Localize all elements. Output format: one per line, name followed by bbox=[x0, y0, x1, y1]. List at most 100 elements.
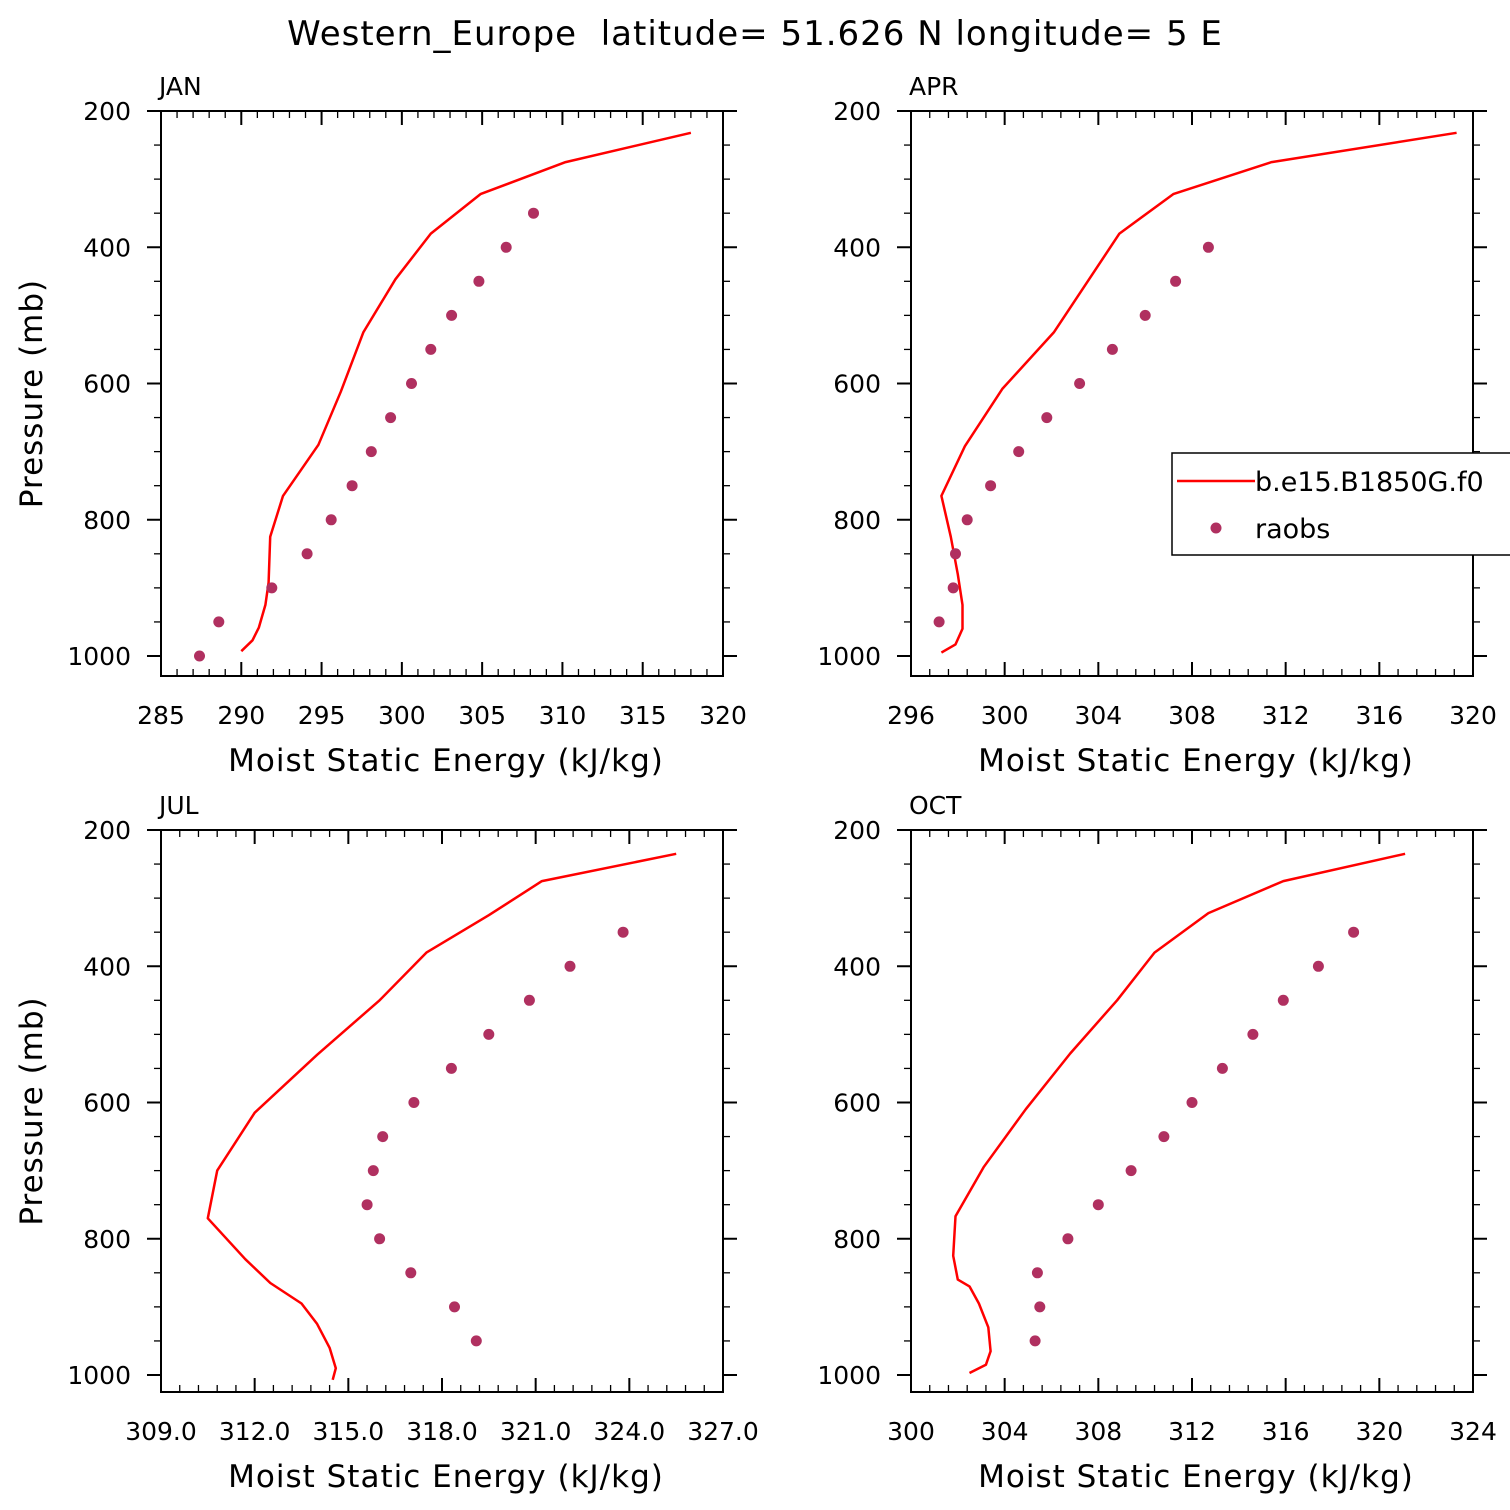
panel-apr: APR 296 300 304 308 312 316 320 200 400 600 800 1000… bbox=[817, 72, 1496, 779]
y-tick-label: 800 bbox=[833, 1225, 881, 1254]
raobs-point bbox=[1106, 343, 1118, 355]
x-tick-label: 300 bbox=[887, 1417, 935, 1446]
raobs-point bbox=[374, 1233, 386, 1245]
model-profile-line bbox=[206, 852, 677, 1381]
y-tick-label: 200 bbox=[83, 97, 131, 126]
legend-obs-label: raobs bbox=[1255, 514, 1330, 545]
x-tick-label: 324.0 bbox=[594, 1417, 666, 1446]
y-tick-label: 200 bbox=[833, 97, 881, 126]
legend-box bbox=[1171, 452, 1510, 556]
raobs-point bbox=[301, 548, 313, 560]
plot-frame bbox=[910, 829, 1474, 1393]
raobs-point bbox=[1202, 241, 1214, 253]
raobs-point bbox=[1277, 994, 1289, 1006]
x-tick-label: 309.0 bbox=[125, 1417, 197, 1446]
raobs-point bbox=[473, 275, 485, 287]
model-profile-line bbox=[240, 131, 692, 653]
model-profile-line bbox=[951, 852, 1406, 1375]
raobs-point bbox=[1034, 1301, 1046, 1313]
y-tick-label: 400 bbox=[833, 233, 881, 262]
legend-marker-swatch bbox=[1210, 522, 1222, 534]
raobs-point bbox=[1186, 1097, 1198, 1108]
x-tick-label: 304 bbox=[1074, 701, 1122, 730]
x-tick-label: 300 bbox=[378, 701, 426, 730]
raobs-point bbox=[194, 650, 205, 662]
raobs-point bbox=[961, 514, 973, 526]
raobs-point bbox=[985, 480, 997, 492]
y-tick-label: 600 bbox=[83, 370, 131, 399]
raobs-point bbox=[406, 378, 417, 389]
raobs-point bbox=[445, 1062, 457, 1074]
raobs-point bbox=[266, 582, 278, 594]
raobs-point bbox=[564, 960, 576, 972]
raobs-point bbox=[385, 412, 397, 424]
model-profile-line bbox=[940, 131, 1457, 654]
figure-title: Western_Europe latitude= 51.626 N longit… bbox=[287, 14, 1223, 54]
y-tick-label: 200 bbox=[833, 816, 881, 845]
raobs-point bbox=[1139, 309, 1151, 321]
y-tick-label: 600 bbox=[83, 1089, 131, 1118]
panel-label: JUL bbox=[157, 791, 199, 820]
legend: b.e15.B1850G.f0 raobs bbox=[1171, 452, 1510, 556]
y-axis-label: Pressure (mb) bbox=[14, 279, 50, 508]
x-tick-label: 316 bbox=[1355, 701, 1403, 730]
y-tick-label: 800 bbox=[83, 1225, 131, 1254]
x-tick-label: 315.0 bbox=[313, 1417, 385, 1446]
raobs-point bbox=[361, 1199, 373, 1211]
raobs-point bbox=[947, 582, 959, 594]
x-tick-label: 320 bbox=[699, 701, 747, 730]
y-tick-label: 400 bbox=[83, 233, 131, 262]
raobs-point bbox=[528, 207, 539, 219]
raobs-point bbox=[933, 616, 945, 628]
x-tick-label: 300 bbox=[981, 701, 1029, 730]
raobs-point bbox=[1029, 1335, 1041, 1347]
raobs-point bbox=[325, 514, 337, 526]
raobs-point bbox=[446, 309, 458, 321]
raobs-point bbox=[1074, 378, 1086, 389]
raobs-point bbox=[367, 1165, 379, 1177]
raobs-point bbox=[346, 480, 358, 492]
x-tick-label: 308 bbox=[1168, 701, 1216, 730]
x-tick-label: 315 bbox=[619, 701, 667, 730]
raobs-point bbox=[213, 616, 225, 628]
raobs-point bbox=[425, 343, 437, 355]
x-tick-label: 295 bbox=[298, 701, 346, 730]
raobs-point bbox=[1170, 275, 1182, 287]
y-tick-label: 600 bbox=[833, 370, 881, 399]
raobs-point bbox=[483, 1028, 495, 1040]
y-tick-label: 800 bbox=[83, 506, 131, 535]
x-tick-label: 312.0 bbox=[219, 1417, 291, 1446]
raobs-point bbox=[1216, 1062, 1228, 1074]
raobs-point bbox=[377, 1131, 389, 1143]
x-tick-label: 320 bbox=[1355, 1417, 1403, 1446]
panels: JAN 285 290 295 300 305 310 315 320 200 400 600 800 1… bbox=[14, 72, 1497, 1495]
raobs-point bbox=[523, 994, 535, 1006]
x-tick-label: 308 bbox=[1074, 1417, 1122, 1446]
raobs-point bbox=[405, 1267, 417, 1279]
x-tick-label: 312 bbox=[1168, 1417, 1216, 1446]
x-tick-label: 318.0 bbox=[406, 1417, 478, 1446]
panel-label: OCT bbox=[909, 791, 962, 820]
x-tick-label: 321.0 bbox=[500, 1417, 572, 1446]
raobs-point bbox=[365, 446, 377, 458]
x-axis-label: Moist Static Energy (kJ/kg) bbox=[228, 1459, 664, 1495]
raobs-point bbox=[470, 1335, 482, 1347]
x-axis-label: Moist Static Energy (kJ/kg) bbox=[228, 743, 664, 779]
legend-model-label: b.e15.B1850G.f0 bbox=[1255, 467, 1484, 498]
raobs-point bbox=[500, 241, 512, 253]
raobs-point bbox=[950, 548, 961, 560]
y-tick-label: 1000 bbox=[817, 1361, 881, 1390]
y-tick-label: 600 bbox=[833, 1089, 881, 1118]
y-tick-label: 1000 bbox=[817, 642, 881, 671]
raobs-point bbox=[1013, 446, 1025, 458]
x-tick-label: 316 bbox=[1262, 1417, 1310, 1446]
panel-jan: JAN 285 290 295 300 305 310 315 320 200 400 600 800 1… bbox=[14, 72, 747, 779]
plot-frame bbox=[160, 110, 724, 677]
x-tick-label: 296 bbox=[887, 701, 935, 730]
raobs-point bbox=[1062, 1233, 1074, 1245]
x-tick-label: 324 bbox=[1449, 1417, 1497, 1446]
raobs-point bbox=[1031, 1267, 1043, 1279]
panel-oct: OCT 300 304 308 312 316 320 324 200 400 600 800 1000… bbox=[817, 791, 1496, 1495]
y-tick-label: 200 bbox=[83, 816, 131, 845]
